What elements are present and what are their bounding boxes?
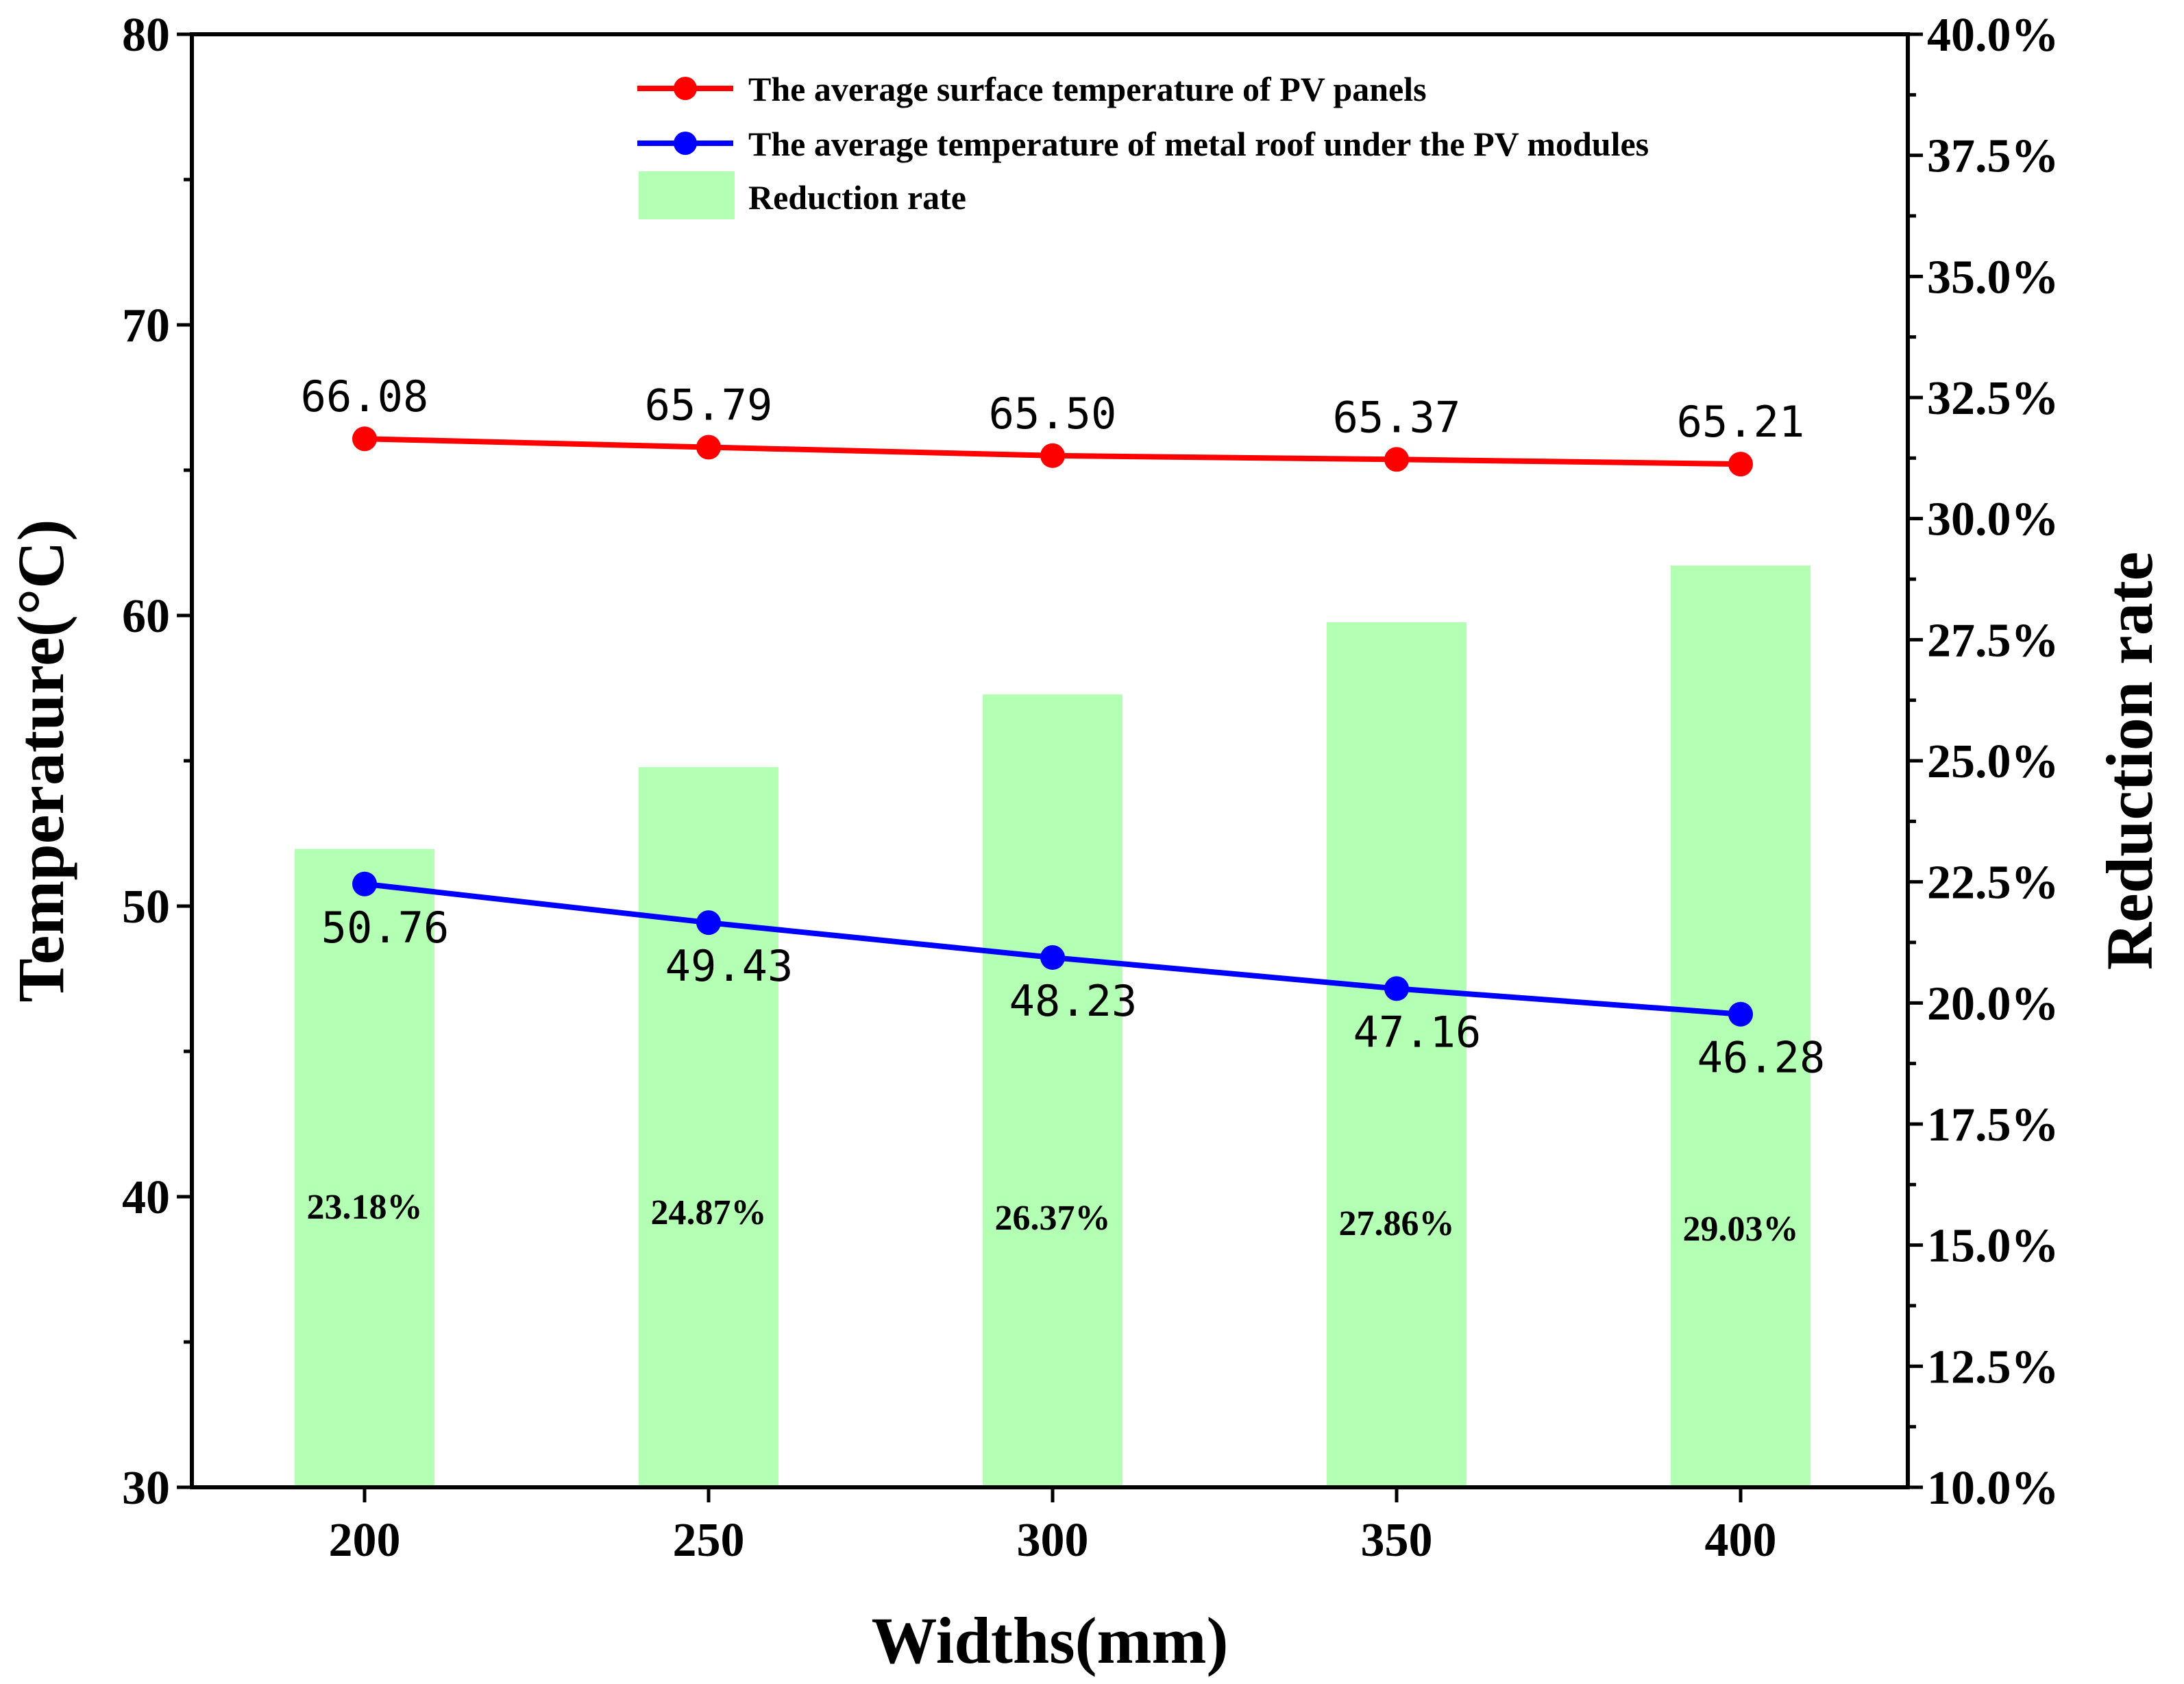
y-right-tick-label-1: 12.5% (1927, 1341, 2059, 1393)
point-labels-group: 66.08 65.79 65.50 65.37 65.21 50.76 49.43 48.23… (301, 371, 1826, 1083)
y-left-axis-title: Temperature(°C) (4, 520, 77, 1003)
legend: The average surface temperature of PV pa… (637, 70, 1649, 219)
bar-reduction-250 (639, 767, 778, 1487)
bar-reduction-200 (295, 849, 434, 1487)
x-tick-label-400: 400 (1705, 1514, 1777, 1567)
point-label-series-1-250: 65.79 (645, 380, 773, 430)
y-right-tick-label-3: 17.5% (1927, 1099, 2059, 1151)
point-series-2-250 (696, 910, 721, 936)
bar-labels-group: 23.18% 24.87% 26.37% 27.86% 29.03% (307, 1188, 1799, 1249)
legend-label-reduction: Reduction rate (748, 178, 966, 217)
tick-labels-group: 200 250 300 350 400 30 40 50 60 70 80 10.0% 12.5% 15.… (122, 9, 2059, 1567)
y-right-tick-label-2: 15.0% (1927, 1220, 2059, 1273)
point-series-2-300 (1040, 945, 1065, 971)
point-label-series-1-200: 66.08 (301, 371, 429, 422)
x-tick-label-300: 300 (1017, 1514, 1089, 1567)
bar-label-200: 23.18% (307, 1188, 423, 1227)
x-tick-label-200: 200 (329, 1514, 401, 1567)
x-axis-title: Widths(mm) (872, 1604, 1229, 1677)
y-left-tick-label-30: 30 (122, 1462, 170, 1515)
y-left-tick-label-60: 60 (122, 590, 170, 643)
y-left-tick-label-70: 70 (122, 300, 170, 352)
y-left-tick-label-80: 80 (122, 9, 170, 62)
point-label-series-2-350: 47.16 (1353, 1007, 1482, 1057)
bar-label-400: 29.03% (1683, 1210, 1799, 1249)
legend-swatch-roof-marker (674, 132, 697, 155)
y-left-tick-label-40: 40 (122, 1171, 170, 1224)
point-label-series-2-250: 49.43 (665, 941, 794, 991)
point-series-2-350 (1384, 976, 1409, 1001)
y-right-tick-label-8: 30.0% (1927, 493, 2059, 546)
point-label-series-2-300: 48.23 (1009, 976, 1138, 1026)
y-right-tick-label-0: 10.0% (1927, 1462, 2059, 1515)
legend-swatch-reduction (639, 171, 735, 219)
point-label-series-1-400: 65.21 (1677, 397, 1805, 447)
x-tick-label-250: 250 (673, 1514, 745, 1567)
point-series-1-350 (1384, 447, 1409, 472)
point-label-series-1-300: 65.50 (989, 389, 1117, 439)
y-right-tick-label-10: 35.0% (1927, 251, 2059, 304)
bar-label-300: 26.37% (995, 1199, 1111, 1238)
bar-label-350: 27.86% (1339, 1204, 1455, 1243)
ticks-group (177, 32, 1923, 1502)
x-tick-label-350: 350 (1361, 1514, 1433, 1567)
point-label-series-2-400: 46.28 (1697, 1033, 1826, 1083)
lines-group (352, 426, 1753, 1027)
point-series-1-250 (696, 435, 721, 460)
point-series-1-400 (1728, 452, 1753, 477)
bars-group (295, 565, 1811, 1487)
y-right-tick-label-11: 37.5% (1927, 130, 2059, 183)
point-series-1-200 (352, 426, 377, 452)
y-right-axis-title: Reduction rate (2093, 552, 2166, 971)
y-right-tick-label-12: 40.0% (1927, 9, 2059, 62)
y-right-tick-label-5: 22.5% (1927, 857, 2059, 910)
y-right-tick-label-7: 27.5% (1927, 614, 2059, 667)
legend-label-roof: The average temperature of metal roof un… (748, 125, 1649, 163)
y-right-tick-label-9: 32.5% (1927, 372, 2059, 425)
point-series-2-200 (352, 871, 377, 896)
y-right-tick-label-4: 20.0% (1927, 977, 2059, 1030)
legend-label-pv: The average surface temperature of PV pa… (748, 70, 1427, 108)
point-series-1-300 (1040, 443, 1065, 468)
bar-label-250: 24.87% (651, 1193, 767, 1232)
point-label-series-1-350: 65.37 (1333, 392, 1461, 442)
bar-reduction-300 (983, 694, 1122, 1487)
y-right-tick-label-6: 25.0% (1927, 735, 2059, 788)
bar-reduction-350 (1327, 622, 1467, 1487)
point-series-2-400 (1728, 1001, 1753, 1027)
y-left-tick-label-50: 50 (122, 881, 170, 933)
legend-swatch-pv-marker (674, 77, 697, 100)
point-label-series-2-200: 50.76 (321, 903, 450, 953)
